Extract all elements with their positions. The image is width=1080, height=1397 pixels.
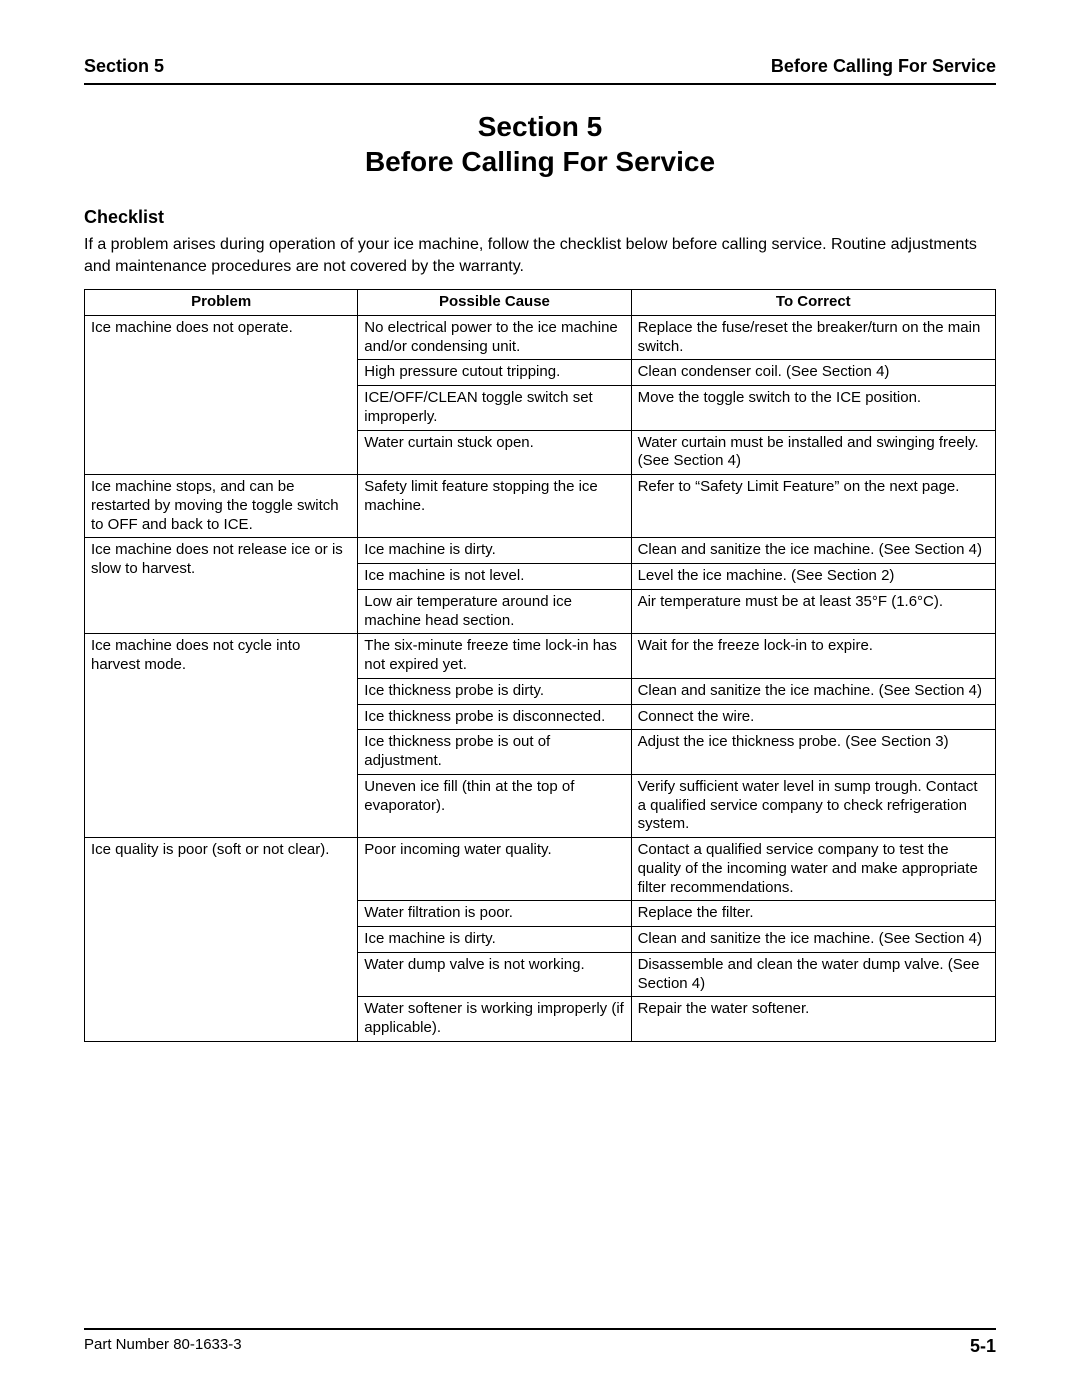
cell-correct: Clean and sanitize the ice machine. (See… (631, 927, 995, 953)
checklist-heading: Checklist (84, 207, 996, 228)
cell-correct: Move the toggle switch to the ICE positi… (631, 386, 995, 431)
title-line-2: Before Calling For Service (84, 144, 996, 179)
cell-cause: Low air temperature around ice machine h… (358, 589, 631, 634)
cell-cause: Ice machine is not level. (358, 564, 631, 590)
cell-cause: Ice machine is dirty. (358, 538, 631, 564)
cell-problem: Ice machine does not cycle into harvest … (85, 634, 358, 838)
cell-correct: Verify sufficient water level in sump tr… (631, 774, 995, 837)
cell-problem: Ice machine stops, and can be restarted … (85, 475, 358, 538)
table-body: Ice machine does not operate.No electric… (85, 315, 996, 1041)
cell-correct: Adjust the ice thickness probe. (See Sec… (631, 730, 995, 775)
table-row: Ice machine does not release ice or is s… (85, 538, 996, 564)
table-header-row: Problem Possible Cause To Correct (85, 290, 996, 316)
col-correct: To Correct (631, 290, 995, 316)
cell-correct: Replace the fuse/reset the breaker/turn … (631, 315, 995, 360)
header-right: Before Calling For Service (771, 56, 996, 77)
header-left: Section 5 (84, 56, 164, 77)
cell-cause: Poor incoming water quality. (358, 838, 631, 901)
cell-cause: Ice thickness probe is disconnected. (358, 704, 631, 730)
cell-cause: ICE/OFF/CLEAN toggle switch set improper… (358, 386, 631, 431)
cell-cause: Ice machine is dirty. (358, 927, 631, 953)
cell-problem: Ice machine does not release ice or is s… (85, 538, 358, 634)
footer-rule (84, 1328, 996, 1330)
cell-correct: Connect the wire. (631, 704, 995, 730)
cell-cause: Safety limit feature stopping the ice ma… (358, 475, 631, 538)
col-cause: Possible Cause (358, 290, 631, 316)
cell-cause: No electrical power to the ice machine a… (358, 315, 631, 360)
section-title: Section 5 Before Calling For Service (84, 109, 996, 179)
footer-page-number: 5-1 (970, 1336, 996, 1357)
cell-cause: Ice thickness probe is out of adjustment… (358, 730, 631, 775)
cell-correct: Water curtain must be installed and swin… (631, 430, 995, 475)
cell-cause: Uneven ice fill (thin at the top of evap… (358, 774, 631, 837)
troubleshoot-table: Problem Possible Cause To Correct Ice ma… (84, 289, 996, 1042)
cell-correct: Contact a qualified service company to t… (631, 838, 995, 901)
cell-problem: Ice quality is poor (soft or not clear). (85, 838, 358, 1042)
page: Section 5 Before Calling For Service Sec… (0, 0, 1080, 1397)
cell-correct: Clean and sanitize the ice machine. (See… (631, 678, 995, 704)
cell-correct: Wait for the freeze lock-in to expire. (631, 634, 995, 679)
cell-correct: Replace the filter. (631, 901, 995, 927)
cell-problem: Ice machine does not operate. (85, 315, 358, 474)
table-row: Ice quality is poor (soft or not clear).… (85, 838, 996, 901)
table-row: Ice machine does not cycle into harvest … (85, 634, 996, 679)
running-header: Section 5 Before Calling For Service (84, 56, 996, 85)
table-row: Ice machine stops, and can be restarted … (85, 475, 996, 538)
cell-correct: Clean and sanitize the ice machine. (See… (631, 538, 995, 564)
cell-cause: The six-minute freeze time lock-in has n… (358, 634, 631, 679)
checklist-intro: If a problem arises during operation of … (84, 234, 996, 277)
title-line-1: Section 5 (84, 109, 996, 144)
cell-correct: Air temperature must be at least 35°F (1… (631, 589, 995, 634)
table-row: Ice machine does not operate.No electric… (85, 315, 996, 360)
cell-cause: Water curtain stuck open. (358, 430, 631, 475)
cell-correct: Refer to “Safety Limit Feature” on the n… (631, 475, 995, 538)
cell-correct: Disassemble and clean the water dump val… (631, 952, 995, 997)
cell-cause: Ice thickness probe is dirty. (358, 678, 631, 704)
cell-cause: Water filtration is poor. (358, 901, 631, 927)
footer-part-number: Part Number 80-1633-3 (84, 1336, 242, 1357)
col-problem: Problem (85, 290, 358, 316)
cell-cause: High pressure cutout tripping. (358, 360, 631, 386)
cell-cause: Water softener is working improperly (if… (358, 997, 631, 1042)
cell-cause: Water dump valve is not working. (358, 952, 631, 997)
page-footer: Part Number 80-1633-3 5-1 (84, 1328, 996, 1357)
cell-correct: Clean condenser coil. (See Section 4) (631, 360, 995, 386)
cell-correct: Repair the water softener. (631, 997, 995, 1042)
cell-correct: Level the ice machine. (See Section 2) (631, 564, 995, 590)
